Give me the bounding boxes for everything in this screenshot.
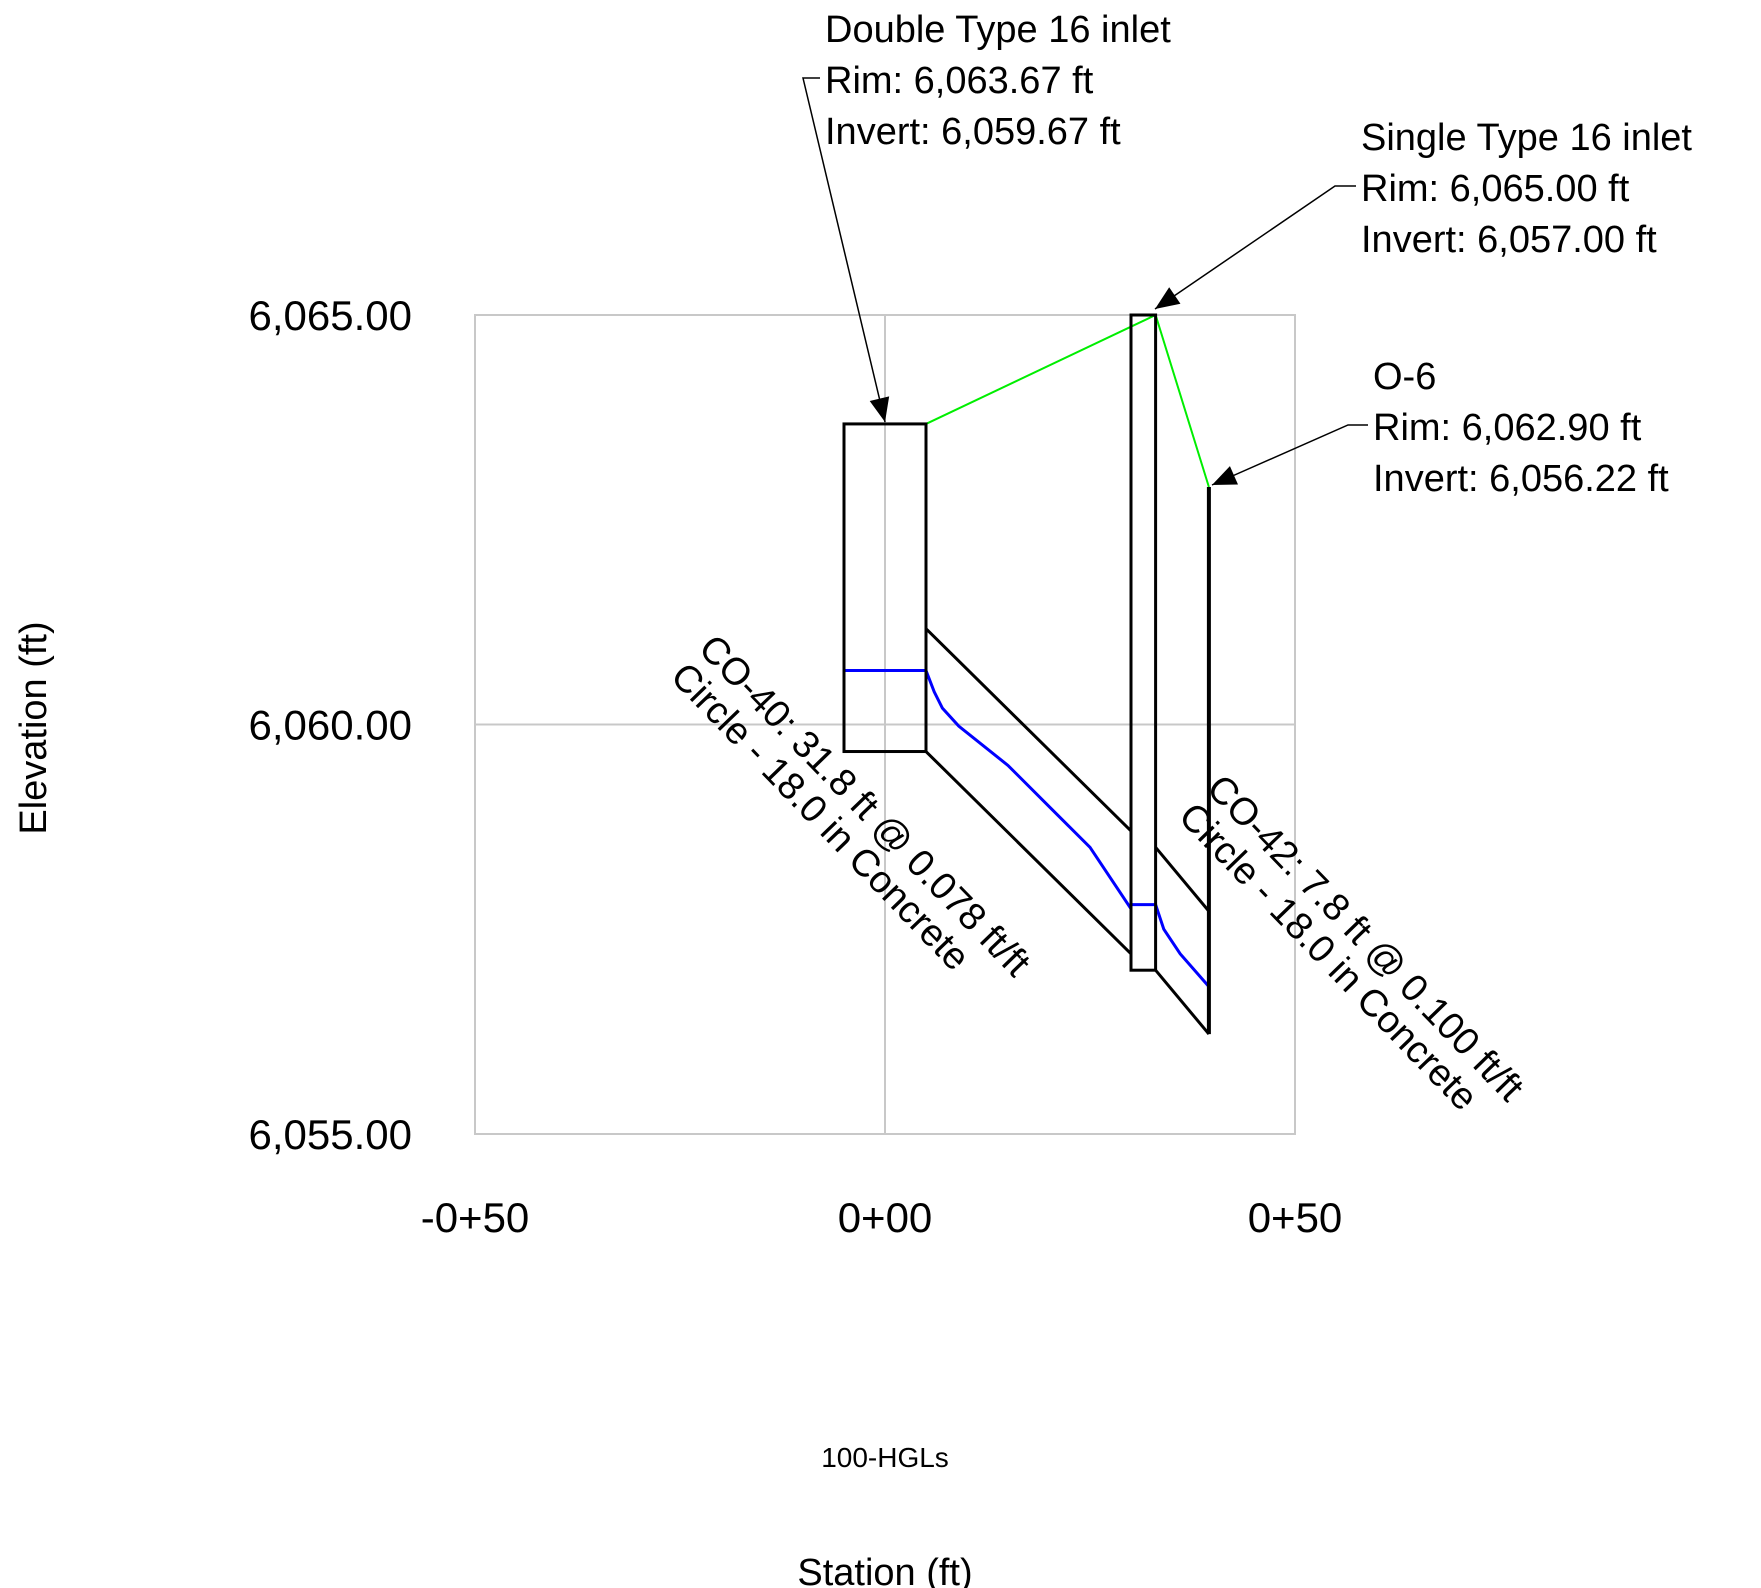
grid-layer <box>474 314 1296 1135</box>
x-axis-title: Station (ft) <box>797 1552 972 1588</box>
tick-layer: -0+50 0+00 0+50 6,065.00 6,060.00 6,055.00 <box>249 292 1343 1241</box>
single-type-16-inlet-label-line: Rim: 6,065.00 ft <box>1361 168 1630 210</box>
co-40-invert-line <box>924 750 1133 955</box>
x-tick-label: 0+00 <box>838 1194 933 1241</box>
o-6-leader-line <box>1211 424 1368 486</box>
o-6-label-line: Invert: 6,056.22 ft <box>1373 458 1669 500</box>
callout-layer: Double Type 16 inlet Rim: 6,063.67 ft Inve… <box>663 9 1693 1119</box>
o-6-label-line: Rim: 6,062.90 ft <box>1373 407 1642 449</box>
double-type-16-inlet-label-line: Rim: 6,063.67 ft <box>825 60 1094 102</box>
single-type-16-inlet-leader-line <box>1154 185 1356 310</box>
double-type-16-inlet-structure <box>842 422 928 754</box>
y-tick-label: 6,065.00 <box>249 292 413 339</box>
y-tick-label: 6,055.00 <box>249 1111 413 1158</box>
ground-line <box>925 313 1210 488</box>
x-tick-label: -0+50 <box>421 1194 530 1241</box>
co-42-invert-line <box>1154 969 1211 1036</box>
co-42-crown-line <box>1154 846 1211 913</box>
legend-label: 100-HGLs <box>821 1442 949 1473</box>
y-tick-label: 6,060.00 <box>249 702 413 749</box>
y-axis-title: Elevation (ft) <box>13 621 55 834</box>
single-type-16-inlet-label-line: Single Type 16 inlet <box>1361 117 1692 159</box>
co-40-pipe-label: CO-40: 31.8 ft @ 0.078 ft/ft <box>691 627 1039 985</box>
o-6-leader-arrow <box>1212 466 1238 485</box>
co-42-pipe-label: Circle - 18.0 in Concrete <box>1171 795 1486 1119</box>
co-42-pipe-label: CO-42: 7.8 ft @ 0.100 ft/ft <box>1199 767 1532 1110</box>
structure-layer <box>842 313 1211 1035</box>
hgl-line <box>844 668 1211 988</box>
ground-layer <box>925 313 1210 488</box>
double-type-16-inlet-label-line: Invert: 6,059.67 ft <box>825 111 1121 153</box>
single-type-16-inlet-label-line: Invert: 6,057.00 ft <box>1361 219 1657 261</box>
double-type-16-inlet-label-line: Double Type 16 inlet <box>825 9 1171 51</box>
double-type-16-inlet-leader-line <box>802 77 886 423</box>
single-type-16-inlet-leader-arrow <box>1155 287 1181 309</box>
o-6-label-line: O-6 <box>1373 356 1436 398</box>
pipe-layer <box>924 627 1211 1036</box>
double-type-16-inlet-leader-arrow <box>869 396 890 422</box>
single-type-16-inlet-structure <box>1129 313 1158 972</box>
co-40-pipe-label: Circle - 18.0 in Concrete <box>663 655 978 979</box>
x-tick-label: 0+50 <box>1248 1194 1343 1241</box>
co-40-crown-line <box>924 627 1133 833</box>
hgl-layer <box>844 668 1211 988</box>
